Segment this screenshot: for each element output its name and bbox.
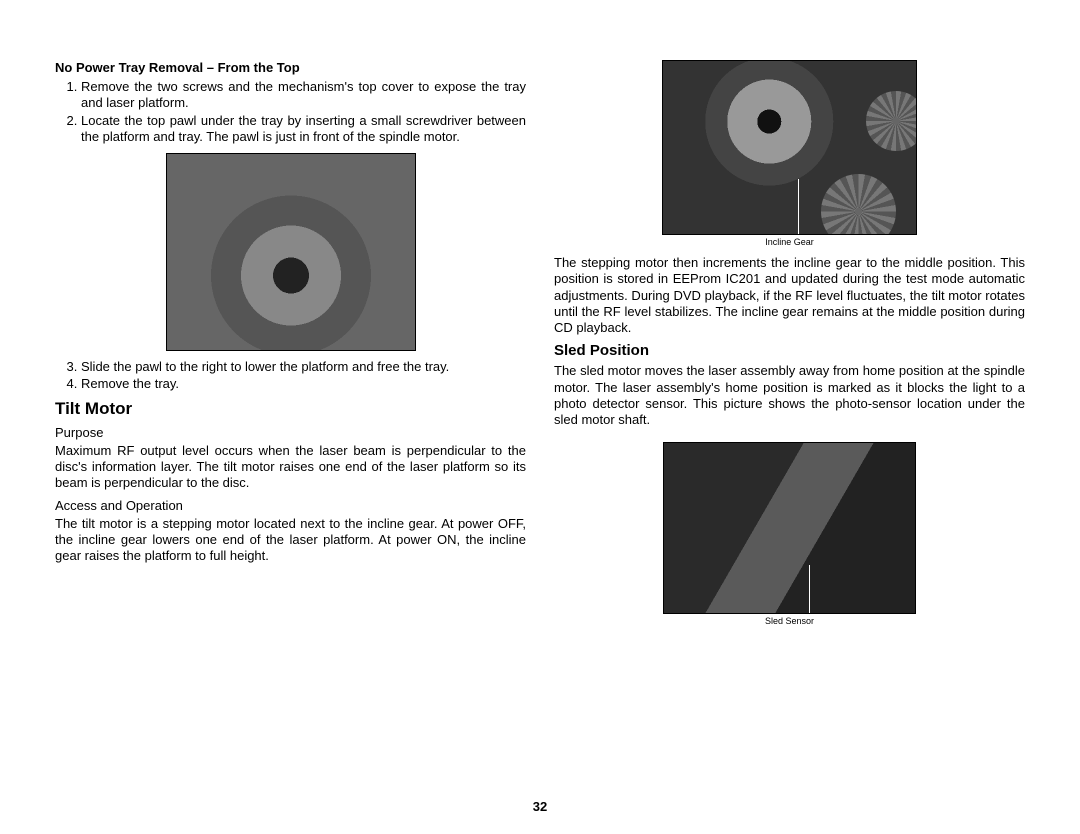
figure-2: Incline Gear	[554, 60, 1025, 247]
figure-3-caption: Sled Sensor	[765, 616, 814, 626]
sled-text: The sled motor moves the laser assembly …	[554, 363, 1025, 428]
sled-sensor-photo-placeholder	[664, 443, 915, 613]
access-text: The tilt motor is a stepping motor locat…	[55, 516, 526, 565]
step-3: Slide the pawl to the right to lower the…	[81, 359, 526, 375]
figure-3: Sled Sensor	[554, 442, 1025, 626]
callout-line-2	[809, 565, 810, 613]
heading-tray-removal: No Power Tray Removal – From the Top	[55, 60, 526, 75]
purpose-label: Purpose	[55, 425, 526, 441]
gear-shape	[866, 91, 917, 151]
step-4: Remove the tray.	[81, 376, 526, 392]
step-1: Remove the two screws and the mechanism'…	[81, 79, 526, 112]
left-column: No Power Tray Removal – From the Top Rem…	[55, 60, 526, 634]
figure-1	[55, 153, 526, 351]
access-label: Access and Operation	[55, 498, 526, 514]
tray-removal-steps-1: Remove the two screws and the mechanism'…	[55, 79, 526, 145]
heading-tilt-motor: Tilt Motor	[55, 399, 526, 419]
figure-1-image	[166, 153, 416, 351]
figure-2-image	[662, 60, 917, 235]
tray-removal-steps-2: Slide the pawl to the right to lower the…	[55, 359, 526, 393]
page-number: 32	[0, 799, 1080, 814]
callout-line	[798, 179, 799, 234]
figure-3-image	[663, 442, 916, 614]
purpose-text: Maximum RF output level occurs when the …	[55, 443, 526, 492]
mechanism-photo-placeholder	[167, 154, 415, 350]
right-column: Incline Gear The stepping motor then inc…	[554, 60, 1025, 634]
step-2: Locate the top pawl under the tray by in…	[81, 113, 526, 146]
heading-sled-position: Sled Position	[554, 342, 1025, 359]
figure-2-caption: Incline Gear	[765, 237, 814, 247]
incline-paragraph: The stepping motor then increments the i…	[554, 255, 1025, 336]
two-column-layout: No Power Tray Removal – From the Top Rem…	[55, 60, 1025, 634]
